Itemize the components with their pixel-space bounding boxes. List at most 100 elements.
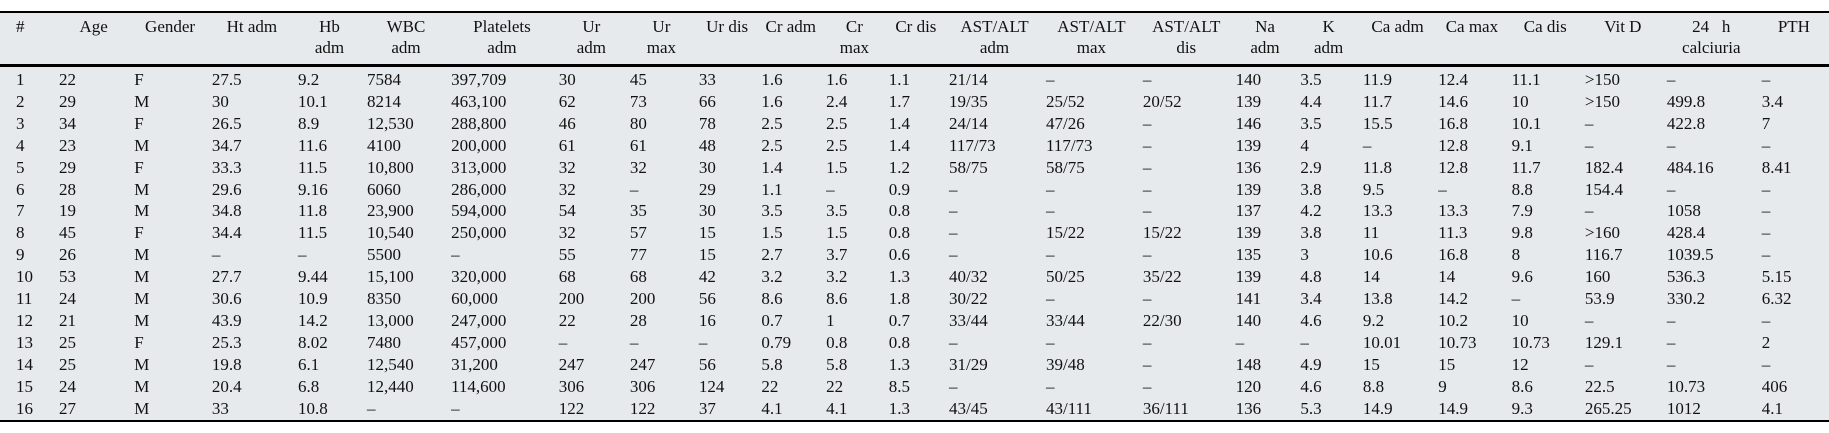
cell-ast-alt-max: 58/75 <box>1045 157 1085 177</box>
cell-k-adm: 5.3 <box>1300 398 1322 418</box>
cell-cr-adm: 3.5 <box>761 201 783 221</box>
cell-wbc-adm: 8214 <box>366 91 401 111</box>
cell-ur-dis: 124 <box>698 376 725 396</box>
column-header-ca-dis: Ca dis <box>1508 12 1582 67</box>
cell-ca-adm: 15.5 <box>1362 113 1393 133</box>
column-header-wbc-adm: WBC adm <box>363 12 449 67</box>
column-header-ast-alt-adm: AST/ALT adm <box>946 12 1043 67</box>
cell-cr-adm: 2.5 <box>761 135 783 155</box>
cell-calciuria-24h: 428.4 <box>1666 223 1706 243</box>
cell-ca-dis: 9.1 <box>1511 135 1533 155</box>
cell-ur-max: 45 <box>629 70 647 89</box>
cell-age: 19 <box>58 201 76 221</box>
column-header-line1: Ca max <box>1445 17 1499 36</box>
cell-gender: M <box>134 398 150 418</box>
cell-ast-alt-dis: – <box>1142 157 1152 177</box>
cell-ur-max: 306 <box>629 376 656 396</box>
cell-ht-adm: 25.3 <box>211 332 242 352</box>
cell-platelets-adm: 397,709 <box>451 70 507 89</box>
cell-ast-alt-adm: 19/35 <box>949 91 988 111</box>
cell-age: 21 <box>58 310 76 330</box>
cell-ast-alt-dis: – <box>1142 376 1152 396</box>
cell-ca-max: 10.73 <box>1438 332 1477 352</box>
column-header-cr-dis: Cr dis <box>885 12 947 67</box>
cell-ast-alt-adm: 21/14 <box>949 70 988 89</box>
cell-cr-max: 0.8 <box>826 332 848 352</box>
cell-ht-adm: 34.4 <box>211 223 242 243</box>
cell-ca-max: – <box>1438 179 1447 199</box>
table-row: 5 29 F 33.3 11.5 10,800 313,000 32 32 30 1.4 1.5 1.2… <box>0 157 1829 179</box>
cell-vit-d: – <box>1584 310 1594 330</box>
cell-ast-alt-max: – <box>1045 179 1055 199</box>
column-header-ht-adm: Ht adm <box>208 12 295 67</box>
cell-cr-adm: 1.1 <box>761 179 783 199</box>
column-header-line1: Ht adm <box>226 17 278 36</box>
cell-num: 14 <box>16 354 33 374</box>
cell-platelets-adm: – <box>451 398 460 418</box>
cell-ur-adm: 32 <box>558 157 576 177</box>
cell-pth: – <box>1761 70 1771 89</box>
cell-ca-dis: 10.1 <box>1511 113 1542 133</box>
cell-calciuria-24h: – <box>1666 354 1676 374</box>
cell-vit-d: 265.25 <box>1584 398 1632 418</box>
cell-cr-max: 1.6 <box>826 70 848 89</box>
cell-cr-dis: 1.3 <box>888 267 910 287</box>
cell-ht-adm: 43.9 <box>211 310 242 330</box>
cell-ca-dis: 12 <box>1511 354 1529 374</box>
cell-ca-dis: 9.3 <box>1511 398 1533 418</box>
cell-ur-dis: 37 <box>698 398 716 418</box>
column-header-na-adm: Na adm <box>1232 12 1298 67</box>
cell-ur-max: 61 <box>629 135 647 155</box>
cell-ca-max: 12.8 <box>1438 135 1468 155</box>
patient-lab-values-table: # Age Gender Ht adm Hb adm WBC adm Platelets adm U… <box>0 11 1829 422</box>
column-header-line1: Ca dis <box>1523 17 1567 36</box>
cell-ur-max: 68 <box>629 267 647 287</box>
cell-ca-max: 12.8 <box>1438 157 1468 177</box>
cell-gender: M <box>134 376 150 396</box>
cell-hb-adm: 10.1 <box>297 91 328 111</box>
column-header-ca-adm: Ca adm <box>1359 12 1436 67</box>
column-header-ast-alt-dis: AST/ALT dis <box>1139 12 1233 67</box>
cell-calciuria-24h: – <box>1666 332 1676 352</box>
cell-age: 29 <box>58 157 76 177</box>
table-row: 4 23 M 34.7 11.6 4100 200,000 61 61 48 2.5 2.5 1.4 11… <box>0 135 1829 157</box>
cell-ur-dis: 42 <box>698 267 716 287</box>
cell-k-adm: – <box>1300 332 1309 352</box>
cell-k-adm: 3.5 <box>1300 70 1322 89</box>
cell-ht-adm: 34.8 <box>211 201 242 221</box>
column-header-num: # <box>0 12 56 67</box>
cell-cr-adm: 22 <box>761 376 779 396</box>
column-header-line2: adm <box>576 38 606 57</box>
cell-ur-max: 28 <box>629 310 647 330</box>
cell-ast-alt-max: – <box>1045 201 1055 221</box>
cell-ast-alt-dis: – <box>1142 113 1152 133</box>
cell-k-adm: 4.8 <box>1300 267 1322 287</box>
column-header-line1: WBC <box>386 17 426 36</box>
cell-cr-max: 8.6 <box>826 289 848 309</box>
cell-platelets-adm: 250,000 <box>451 223 507 243</box>
cell-gender: F <box>134 157 144 177</box>
cell-pth: 7 <box>1761 113 1771 133</box>
cell-platelets-adm: 200,000 <box>451 135 507 155</box>
cell-ast-alt-adm: 30/22 <box>949 289 988 309</box>
cell-cr-dis: 1.3 <box>888 354 910 374</box>
cell-wbc-adm: 7584 <box>366 70 401 89</box>
cell-platelets-adm: 114,600 <box>451 376 506 396</box>
cell-ca-max: 10.2 <box>1438 310 1468 330</box>
cell-ca-dis: 9.6 <box>1511 267 1533 287</box>
cell-k-adm: 3.4 <box>1300 289 1322 309</box>
cell-age: 24 <box>58 289 76 309</box>
cell-ur-adm: 54 <box>558 201 576 221</box>
column-header-line1: # <box>16 17 25 36</box>
cell-ca-max: 11.3 <box>1438 223 1468 243</box>
cell-hb-adm: 9.2 <box>297 70 320 89</box>
cell-k-adm: 3.5 <box>1300 113 1322 133</box>
column-header-line1: K <box>1322 17 1335 36</box>
cell-ur-dis: 30 <box>698 201 716 221</box>
cell-num: 15 <box>16 376 33 396</box>
cell-platelets-adm: 313,000 <box>451 157 507 177</box>
cell-hb-adm: 11.6 <box>297 135 328 155</box>
cell-wbc-adm: 10,540 <box>366 223 414 243</box>
cell-ca-adm: 8.8 <box>1362 376 1385 396</box>
cell-ast-alt-max: 47/26 <box>1045 113 1085 133</box>
